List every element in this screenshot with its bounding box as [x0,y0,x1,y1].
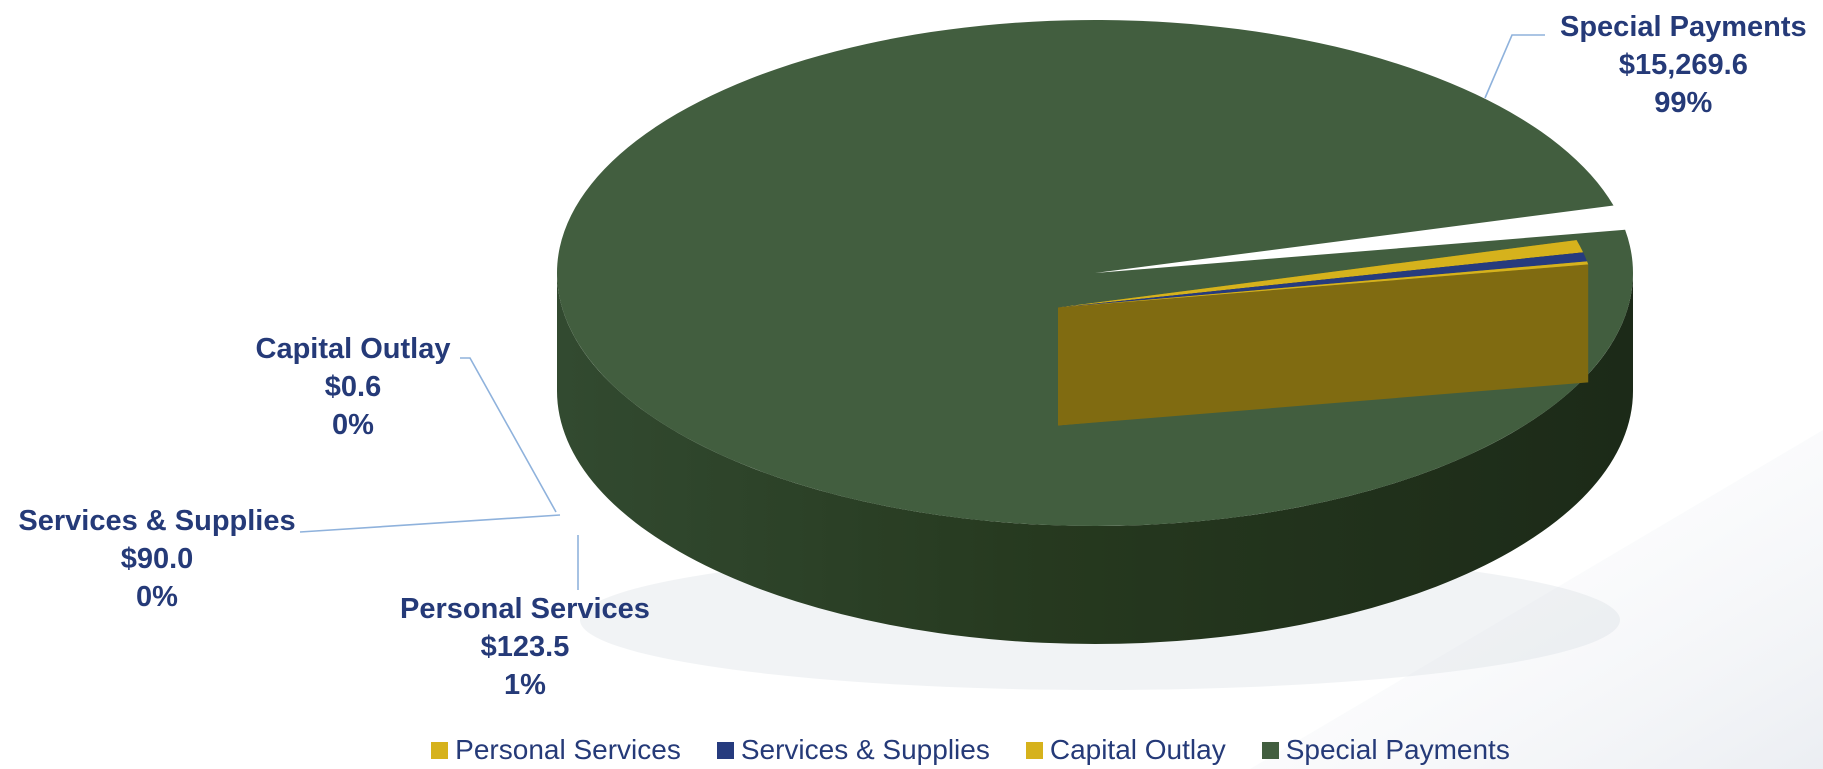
legend-label: Services & Supplies [740,734,990,765]
leader-lines [299,34,1545,590]
legend-swatch [716,741,734,759]
pie-side-special-payments [557,273,1633,644]
pie-slice-capital-outlay [1058,261,1589,308]
legend-swatch [431,741,449,759]
data-label-percent: 99% [1654,87,1713,119]
data-label-value: $90.0 [120,543,194,575]
leader-line-services-supplies [299,514,561,533]
legend-item-special-payments: Special Payments [1261,734,1510,766]
leader-line-capital-outlay [460,357,557,513]
chart-legend: Personal Services Services & Supplies Ca… [0,731,1823,769]
legend-item-capital-outlay: Capital Outlay [1025,734,1226,766]
legend-label: Personal Services [455,734,681,765]
pie-cutface-capital-outlay [1058,264,1589,426]
data-label-percent: 1% [504,669,546,701]
legend-item-services-supplies: Services & Supplies [716,734,990,766]
background-decoration [1250,430,1823,769]
legend-item-personal-services: Personal Services [431,734,681,766]
legend-swatch [1025,741,1043,759]
data-label-personal-services: Personal Services $123.5 1% [390,590,660,704]
pie-group [556,19,1633,644]
leader-line-special-payments [1484,34,1545,99]
data-label-percent: 0% [332,409,374,441]
data-label-services-supplies: Services & Supplies $90.0 0% [12,502,302,616]
data-label-value: $123.5 [480,631,570,663]
data-label-value: $0.6 [324,371,382,403]
data-label-name: Personal Services [400,593,650,625]
data-label-name: Capital Outlay [255,333,451,365]
legend-swatch [1261,741,1279,759]
data-label-special-payments: Special Payments $15,269.6 99% [1560,8,1807,122]
data-label-percent: 0% [136,581,178,613]
pie-slice-personal-services [1058,240,1584,308]
legend-label: Special Payments [1285,734,1510,765]
data-label-value: $15,269.6 [1618,49,1748,81]
pie-slice-services-supplies [1058,252,1588,308]
data-label-name: Special Payments [1560,11,1807,43]
data-label-name: Services & Supplies [18,505,296,537]
legend-label: Capital Outlay [1049,734,1226,765]
data-label-capital-outlay: Capital Outlay $0.6 0% [248,330,458,444]
